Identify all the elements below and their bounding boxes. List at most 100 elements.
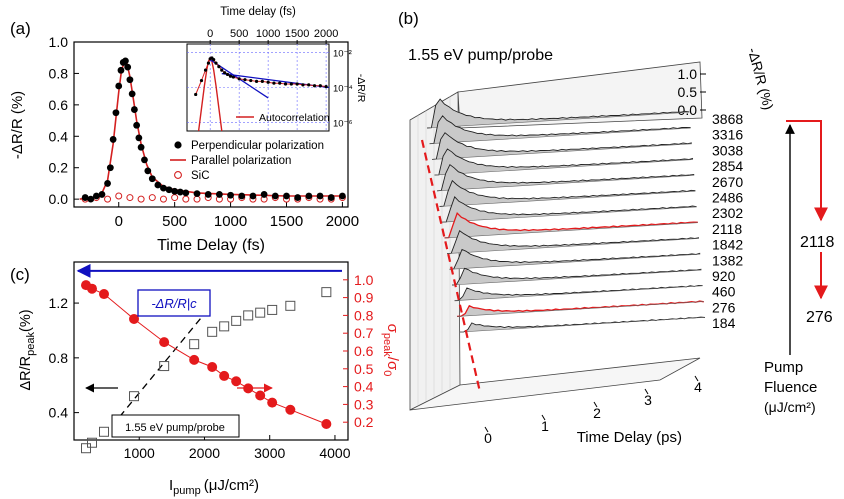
perpendicular-point <box>87 195 95 203</box>
perpendicular-point <box>305 192 313 200</box>
sigma-point <box>231 376 242 387</box>
legend-marker-sic <box>174 171 182 179</box>
fluence-value: 3868 <box>712 111 743 127</box>
perpendicular-point <box>122 57 129 65</box>
delta-r-point <box>285 300 296 311</box>
inset-x-tick-label: 1000 <box>256 28 280 40</box>
panel-b-label: (b) <box>398 9 419 28</box>
trace-baseline <box>431 143 692 160</box>
trace-baseline <box>449 253 701 270</box>
panel-a-axes: 0 500 1000 1500 2000 0.0 0.2 0.4 0.6 0.8 1.0 <box>49 34 360 230</box>
fluence-label-line1: Pump <box>764 359 803 376</box>
panel-c-ylabel-main: ΔR/R <box>18 356 34 391</box>
y2-tick-label: 0.6 <box>354 343 374 359</box>
z-tick-label: 0.0 <box>678 102 698 118</box>
x-tick-label: 2000 <box>326 213 359 230</box>
inset-data-point <box>249 78 253 83</box>
inset-data-point <box>243 78 247 82</box>
sic-point <box>159 195 167 203</box>
fluence-value: 2486 <box>712 190 743 206</box>
y2-tick-label: 1.0 <box>354 272 374 288</box>
x-tick-label: 1500 <box>270 213 303 230</box>
trace-line <box>429 115 691 145</box>
trace-line <box>446 229 700 255</box>
perpendicular-point <box>98 191 106 198</box>
perpendicular-point <box>104 180 111 187</box>
x-tick-label: 0 <box>115 213 123 230</box>
panel-c-label: (c) <box>10 265 30 284</box>
panel-c-ylabel-unit: (%) <box>18 309 34 332</box>
inset-data-point <box>254 79 259 84</box>
sic-point <box>104 195 112 203</box>
trace-fill <box>447 230 699 254</box>
sic-point <box>126 194 134 202</box>
inset-data-point <box>324 85 328 89</box>
x-tick <box>484 426 489 433</box>
fluence-value: 276 <box>712 299 736 315</box>
delta-r-point <box>321 287 332 298</box>
perpendicular-point <box>271 192 279 200</box>
trace-line <box>454 284 703 302</box>
perpendicular-point <box>133 121 141 129</box>
panel-a-ylabel: -ΔR/R (%) <box>9 91 26 159</box>
fluence-value: 184 <box>712 315 736 331</box>
perpendicular-point <box>137 143 145 151</box>
inset-data-point <box>237 77 241 81</box>
fluence-label-line2: Fluence <box>764 379 817 396</box>
inset-data-point <box>301 83 305 87</box>
y-tick-label: 0.8 <box>49 65 69 81</box>
delta-r-point <box>219 321 230 332</box>
perpendicular-point <box>249 192 257 200</box>
trace-baseline <box>439 190 696 207</box>
panel-c-data <box>76 263 342 454</box>
trace-baseline <box>429 127 691 144</box>
panel-a-frame <box>73 41 349 208</box>
trace-baseline <box>459 317 706 333</box>
panel-c-xlabel-main: I <box>169 477 173 494</box>
inset-axes: 0 500 1000 1500 2000 10⁻² 10⁻⁴ 10⁻⁶ <box>187 28 353 131</box>
trace-baseline <box>446 238 700 254</box>
panel-c-xlabel: Ipump (μJ/cm²) <box>169 477 259 497</box>
delta-r-point <box>267 304 278 315</box>
delta-r-point <box>189 339 200 350</box>
x-tick-label: 3 <box>644 392 652 408</box>
panel-b: (b) 1.55 eV pump/probe 0.0 0.5 1.0 0 1 2 3 4 -Δ… <box>398 9 835 446</box>
y-tick-label: 0.8 <box>49 350 69 366</box>
inset-data-point <box>231 75 235 79</box>
trace-line <box>426 98 690 129</box>
inset-data-point <box>206 61 211 65</box>
plot-floor <box>409 357 701 411</box>
trace-baseline <box>426 111 690 129</box>
y2-tick-label: 0.7 <box>354 325 374 341</box>
perpendicular-point <box>109 136 117 143</box>
perpendicular-point <box>124 63 132 71</box>
fluence-value: 460 <box>712 284 736 300</box>
time-zero-dashed <box>420 139 482 393</box>
panel-b-title: 1.55 eV pump/probe <box>408 47 553 64</box>
delta-r-point <box>231 315 242 326</box>
inset-data-point <box>225 72 230 77</box>
legend-marker-perpendicular <box>174 141 182 149</box>
panel-a: (a) 0 500 1000 1500 2000 0.0 0.2 0.4 0.6 0.8 1.0 -… <box>9 6 367 254</box>
inset-data-point <box>194 92 198 97</box>
panel-a-data <box>79 57 346 203</box>
trace-line <box>451 267 702 286</box>
x-tick <box>593 401 598 408</box>
z-tick-label: 0.5 <box>678 84 698 100</box>
inset-data <box>194 56 330 132</box>
trace-baseline <box>444 222 698 239</box>
panel-c-legend-text: -ΔR/R|c <box>151 296 197 311</box>
trace-line <box>449 248 701 270</box>
inset-data-point <box>228 74 233 78</box>
x-tick-label: 4 <box>694 379 702 395</box>
x-tick-label: 2000 <box>189 445 220 461</box>
inset-xlabel: Time delay (fs) <box>220 6 296 18</box>
x-tick-label: 1000 <box>124 445 155 461</box>
sic-point <box>148 194 156 202</box>
perpendicular-point <box>135 134 143 142</box>
perpendicular-point <box>227 191 234 199</box>
sigma-point <box>255 390 266 401</box>
inset-data-point <box>260 79 264 84</box>
x-tick-label: 1 <box>541 418 549 434</box>
perpendicular-point <box>112 109 120 117</box>
